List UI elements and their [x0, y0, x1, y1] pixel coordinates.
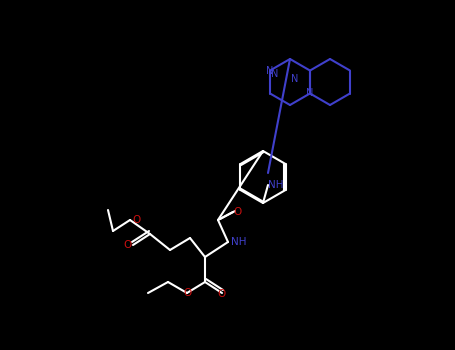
Text: O: O [132, 215, 140, 225]
Text: N: N [291, 74, 298, 84]
Text: O: O [234, 207, 242, 217]
Text: O: O [183, 288, 191, 298]
Text: O: O [123, 240, 131, 250]
Text: N: N [306, 89, 313, 98]
Text: NH: NH [268, 180, 284, 190]
Text: NH: NH [231, 237, 247, 247]
Text: N: N [271, 69, 278, 79]
Text: N: N [266, 65, 274, 76]
Text: O: O [218, 289, 226, 299]
